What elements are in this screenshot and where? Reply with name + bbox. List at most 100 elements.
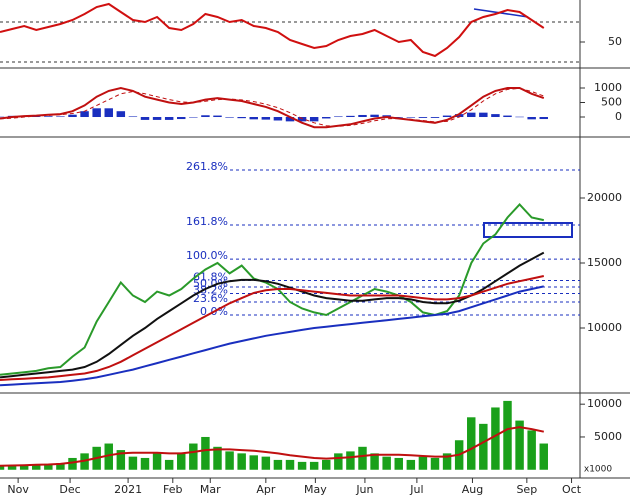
fib-label: 23.6%: [193, 292, 228, 305]
y-tick-label: 500: [601, 96, 622, 109]
bar: [128, 456, 138, 470]
bar: [177, 117, 186, 120]
bar: [213, 446, 222, 470]
bar: [249, 117, 258, 120]
bar: [430, 457, 440, 470]
bar: [382, 456, 391, 470]
line-series: [0, 203, 545, 376]
price-box: [483, 222, 573, 238]
line-series: [0, 426, 545, 467]
bar: [454, 114, 464, 118]
bar: [394, 117, 403, 118]
line-series: [0, 275, 545, 381]
x-tick-label: Aug: [462, 483, 483, 496]
x-tick-label: Oct: [562, 483, 582, 496]
bar: [140, 457, 150, 470]
bar: [491, 114, 500, 118]
bar: [56, 116, 65, 118]
y-tick-label: 0: [615, 110, 622, 123]
bar: [0, 466, 5, 470]
bar: [80, 111, 89, 118]
y-tick-label: 10000: [587, 397, 622, 410]
bar: [297, 461, 307, 470]
bar: [467, 417, 476, 470]
bar: [297, 117, 307, 122]
bar: [213, 115, 222, 118]
bar: [309, 117, 319, 122]
bar: [503, 115, 512, 118]
bar: [225, 117, 234, 118]
bar: [7, 465, 17, 470]
bar: [68, 457, 77, 470]
x-tick-label: Jul: [409, 483, 423, 496]
x-tick-label: Jun: [355, 483, 373, 496]
bar: [418, 117, 428, 118]
bar: [442, 453, 452, 470]
bar: [539, 443, 548, 470]
x-tick-label: Feb: [163, 483, 182, 496]
bar: [479, 423, 488, 470]
bar: [491, 407, 500, 470]
bar: [285, 459, 295, 470]
fib-label: 38.2%: [193, 284, 228, 297]
y-tick-label: 20000: [587, 191, 622, 204]
bar: [201, 436, 210, 470]
bar: [527, 430, 536, 470]
fib-label: 261.8%: [186, 160, 228, 173]
bar: [249, 455, 258, 470]
bar: [19, 465, 29, 470]
bar: [104, 108, 113, 118]
bar: [152, 453, 162, 470]
bar: [128, 116, 138, 118]
bar: [140, 117, 150, 120]
x-tick-label: Apr: [256, 483, 276, 496]
line-series: [0, 86, 545, 129]
x-tick-label: Dec: [59, 483, 80, 496]
x-tick-label: Sep: [516, 483, 537, 496]
bar: [225, 451, 234, 470]
bar: [358, 446, 367, 470]
bar: [177, 453, 186, 470]
line-series: [0, 285, 545, 387]
x-tick-label: 2021: [114, 483, 142, 496]
bar: [237, 453, 246, 470]
bar: [346, 115, 355, 118]
bar: [503, 400, 512, 470]
bar: [370, 453, 379, 470]
bar: [104, 443, 113, 470]
x-tick-label: Mar: [200, 483, 221, 496]
unit-label: x1000: [584, 465, 613, 475]
bar: [261, 117, 271, 120]
bar: [322, 117, 331, 119]
y-tick-label: 5000: [594, 430, 622, 443]
bar: [309, 461, 319, 470]
line-series: [0, 2, 545, 58]
line-series: [0, 251, 545, 379]
bar: [56, 463, 65, 470]
bar: [358, 114, 367, 118]
x-tick-label: Nov: [7, 483, 29, 496]
bar: [68, 114, 77, 118]
bar: [273, 459, 283, 470]
bar: [370, 114, 379, 118]
bar: [430, 117, 440, 118]
y-tick-label: 50: [608, 35, 622, 48]
bar: [406, 459, 416, 470]
bar: [515, 420, 524, 470]
fib-label: 100.0%: [186, 249, 228, 262]
bar: [479, 112, 488, 118]
bar: [32, 116, 41, 118]
y-tick-label: 15000: [587, 256, 622, 269]
bar: [92, 108, 101, 118]
bar: [44, 116, 53, 118]
bar: [261, 456, 271, 470]
line-series: [0, 87, 544, 127]
bar: [322, 459, 331, 470]
bar: [467, 112, 476, 118]
bar: [418, 456, 428, 470]
bar: [116, 450, 126, 470]
bar: [0, 116, 5, 118]
bar: [394, 457, 403, 470]
